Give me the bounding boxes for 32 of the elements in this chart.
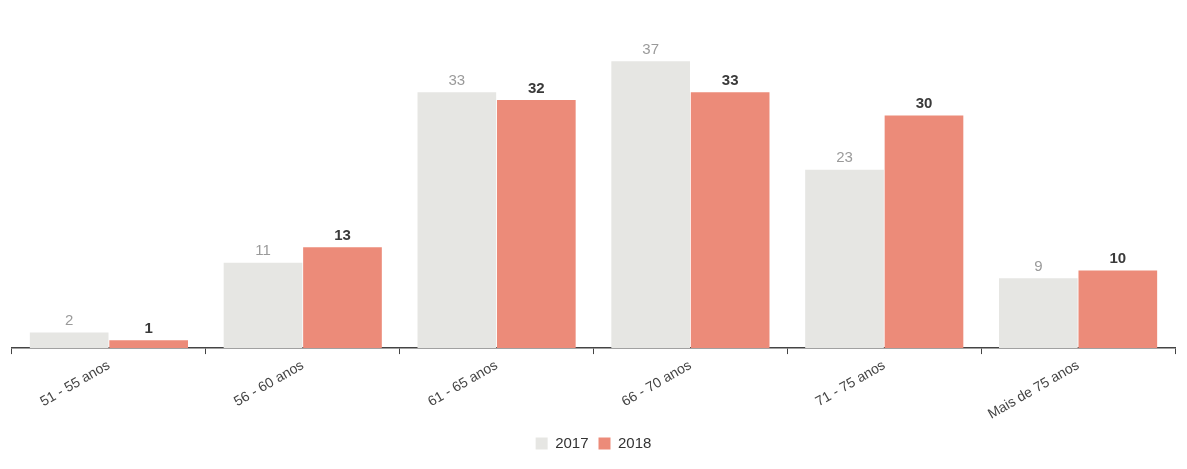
bar — [109, 340, 188, 349]
x-tick-label: 61 - 65 anos — [424, 356, 501, 410]
data-label: 10 — [1109, 249, 1127, 267]
data-label: 9 — [1034, 256, 1043, 274]
data-label: 37 — [642, 39, 660, 57]
data-label: 11 — [255, 241, 271, 259]
bar — [611, 61, 691, 349]
bar — [805, 169, 884, 349]
data-label: 33 — [448, 70, 466, 88]
bar — [884, 115, 964, 349]
data-label: 32 — [527, 78, 545, 96]
legend-label: 2018 — [618, 433, 652, 451]
x-tick-label: 66 - 70 anos — [618, 356, 694, 410]
legend-label: 2017 — [555, 433, 589, 451]
bar — [417, 92, 497, 349]
data-label: 23 — [836, 148, 853, 166]
bar — [690, 92, 770, 349]
bar — [496, 100, 576, 349]
x-tick-label: 71 - 75 anos — [812, 356, 888, 410]
data-label: 30 — [915, 94, 933, 112]
bar — [29, 332, 109, 349]
x-tick-label: 56 - 60 anos — [230, 356, 307, 410]
bar — [999, 278, 1078, 349]
data-label: 33 — [721, 70, 739, 88]
bar — [223, 262, 303, 349]
x-tick-label: Mais de 75 anos — [984, 356, 1082, 422]
data-label: 1 — [144, 318, 153, 336]
data-label: 2 — [65, 311, 74, 329]
bar — [1078, 270, 1158, 349]
bar — [303, 247, 382, 349]
x-tick-label: 51 - 55 anos — [37, 356, 113, 410]
data-label: 13 — [334, 225, 351, 243]
